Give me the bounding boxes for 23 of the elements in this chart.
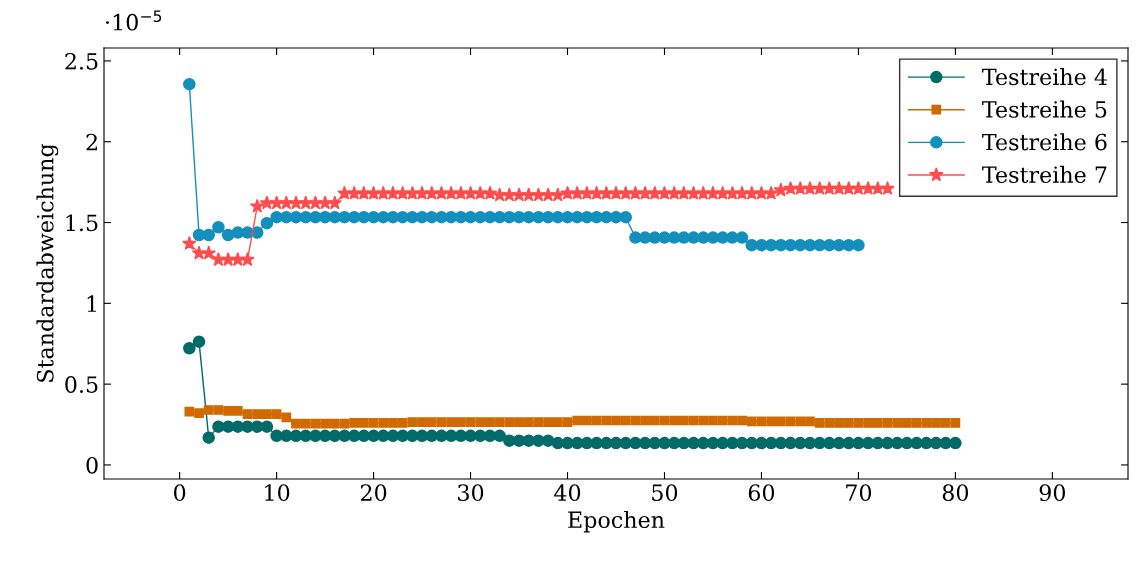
x-tick-label: 10 bbox=[265, 484, 290, 502]
x-tick-label: 80 bbox=[942, 484, 969, 502]
y-tick-label: 1.5 bbox=[66, 214, 98, 232]
x-tick-label: 60 bbox=[748, 484, 775, 502]
y-tick-label: 1 bbox=[87, 295, 96, 312]
x-tick-label: 50 bbox=[652, 484, 678, 502]
y-axis-title: Standardabweichung bbox=[36, 143, 59, 382]
legend-label: Testreihe 6 bbox=[982, 133, 1107, 151]
text: ·10$^{−5}$ bbox=[106, 10, 162, 31]
y-tick-label: 0.5 bbox=[65, 376, 98, 393]
legend-label: Testreihe 5 bbox=[982, 100, 1107, 118]
x-tick-label: 70 bbox=[846, 484, 872, 502]
y-tick-label: 0 bbox=[86, 456, 98, 474]
x-tick-label: 30 bbox=[458, 484, 484, 502]
y-tick-label: 2.5 bbox=[65, 52, 98, 70]
x-tick-label: 0 bbox=[174, 484, 186, 502]
x-tick-label: 40 bbox=[554, 484, 581, 502]
x-tick-label: 90 bbox=[1039, 484, 1066, 502]
legend-label: Testreihe 4 bbox=[982, 68, 1107, 86]
legend-label: Testreihe 7 bbox=[982, 165, 1107, 184]
y-tick-label: 2 bbox=[86, 133, 97, 151]
x-tick-label: 20 bbox=[360, 484, 387, 502]
x-axis-title: Epochen bbox=[568, 510, 665, 533]
